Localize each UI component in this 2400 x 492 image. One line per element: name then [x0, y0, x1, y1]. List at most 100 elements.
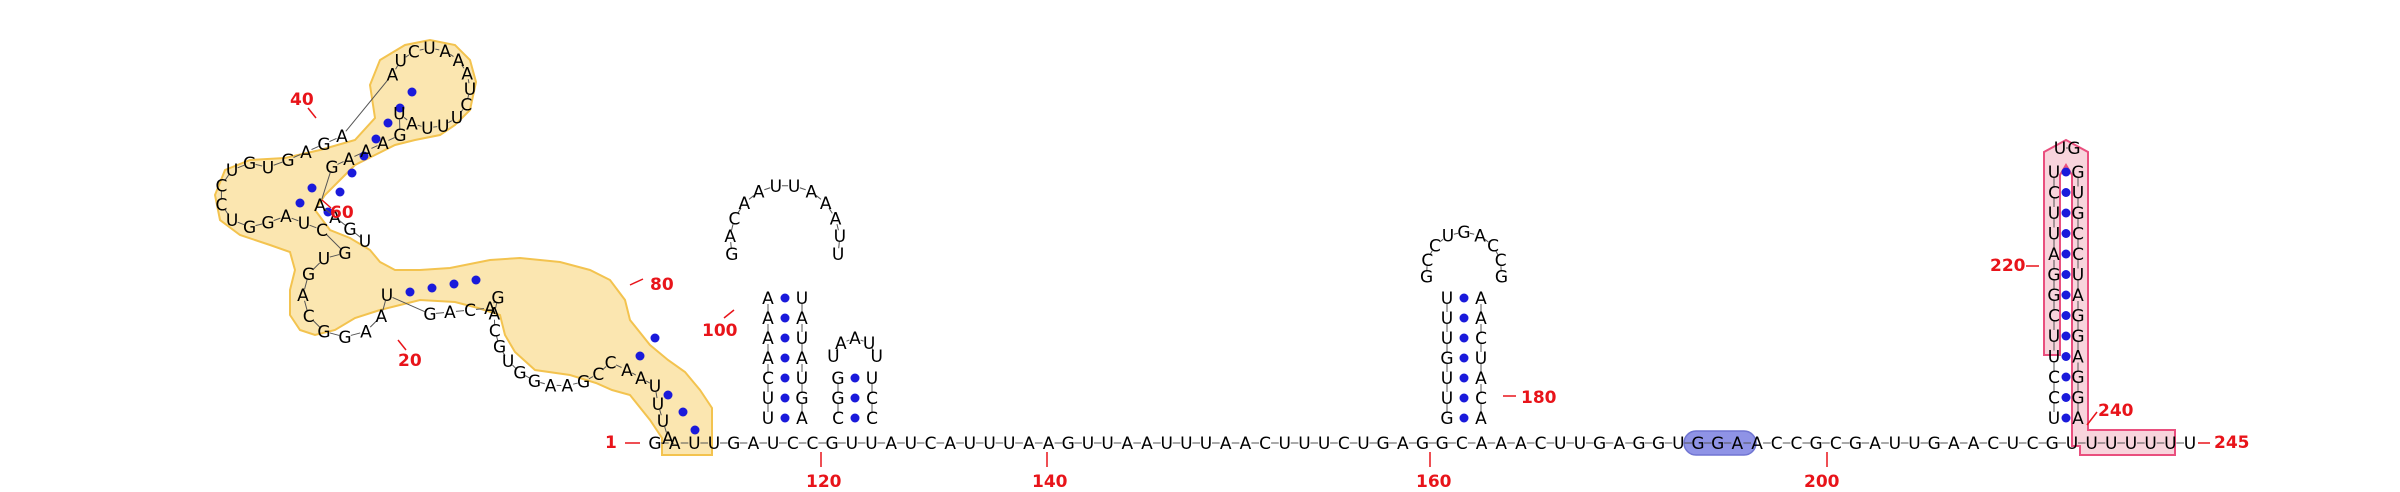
stem-nucleotide: G	[1440, 349, 1453, 369]
base-pair-dot	[2061, 249, 2071, 259]
backbone-link	[460, 109, 464, 114]
base-pair-dot	[1459, 313, 1469, 323]
stem-nucleotide: C	[1475, 389, 1487, 409]
baseline-nucleotide: A	[748, 434, 760, 454]
upper-domain-nucleotide: A	[561, 377, 573, 397]
backbone-link	[496, 336, 499, 341]
backbone-link	[304, 300, 308, 311]
loop-nucleotide: C	[1421, 251, 1433, 271]
baseline-nucleotide: U	[2007, 434, 2019, 454]
loop-nucleotide: A	[835, 334, 847, 354]
upper-domain-nucleotide: U	[421, 119, 433, 139]
stem-nucleotide: U	[796, 369, 808, 389]
backbone-link	[737, 207, 742, 214]
backbone-link	[237, 164, 245, 169]
stem-nucleotide: U	[1441, 389, 1453, 409]
base-pair-dot	[780, 353, 790, 363]
backbone-link	[524, 375, 530, 379]
backbone-link	[337, 161, 344, 165]
baseline-nucleotide: U	[1357, 434, 1369, 454]
stem-nucleotide: A	[762, 289, 774, 309]
backbone-link	[655, 391, 658, 399]
upper-domain-nucleotide: G	[281, 151, 294, 171]
baseline-nucleotide: A	[1968, 434, 1980, 454]
upper-domain-nucleotide: G	[261, 214, 274, 234]
base-pair-dot	[1459, 293, 1469, 303]
base-pair-dot	[780, 373, 790, 383]
baseline-nucleotide: A	[1121, 434, 1133, 454]
terminator-nucleotide: U	[2048, 409, 2060, 429]
baseline-nucleotide: C	[925, 434, 937, 454]
backbone-link	[392, 296, 425, 313]
upper-domain-nucleotide: U	[393, 105, 405, 125]
terminator-nucleotide: G	[2047, 286, 2060, 306]
position-label-100: 100	[702, 321, 738, 341]
backbone-link	[255, 223, 263, 227]
upper-domain-nucleotide: A	[360, 142, 372, 162]
baseline-nucleotide: G	[648, 434, 661, 454]
backbone-link	[403, 117, 408, 121]
upper-domain-nucleotide: G	[317, 135, 330, 155]
position-label-245: 245	[2214, 433, 2250, 453]
backbone-link	[448, 120, 453, 124]
stem-nucleotide: U	[1441, 369, 1453, 389]
terminator-nucleotide: C	[2072, 225, 2084, 245]
loop-nucleotide: U	[770, 177, 782, 197]
upper-domain-nucleotide: A	[329, 208, 341, 228]
terminator-nucleotide: G	[2071, 389, 2084, 409]
upper-domain-nucleotide: C	[316, 221, 328, 241]
baseline-nucleotide: G	[1928, 434, 1941, 454]
terminator-nucleotide: U	[2048, 327, 2060, 347]
stem-nucleotide: A	[1475, 309, 1487, 329]
base-pair-dot	[471, 275, 481, 285]
backbone-link	[325, 233, 342, 250]
terminator-nucleotide: U	[2072, 184, 2084, 204]
base-pair-dot	[295, 198, 305, 208]
base-pair-dot	[850, 413, 860, 423]
terminator-nucleotide: G	[2047, 266, 2060, 286]
upper-domain-nucleotide: A	[336, 127, 348, 147]
loop-nucleotide: A	[738, 194, 750, 214]
base-pair-dot	[383, 118, 393, 128]
baseline-nucleotide: U	[2184, 434, 2196, 454]
backbone-link	[329, 332, 340, 336]
backbone-link	[467, 94, 470, 99]
terminator-nucleotide: C	[2048, 307, 2060, 327]
baseline-nucleotide: U	[1160, 434, 1172, 454]
base-pair-dot	[1459, 413, 1469, 423]
upper-domain-nucleotide: A	[406, 115, 418, 135]
baseline-nucleotide: U	[2125, 434, 2137, 454]
loop-nucleotide: C	[729, 209, 741, 229]
backbone-link	[350, 332, 361, 336]
base-pair-dot	[335, 187, 345, 197]
baseline-nucleotide: U	[708, 434, 720, 454]
baseline-nucleotide: C	[1790, 434, 1802, 454]
loop-nucleotide: A	[849, 329, 861, 349]
baseline-nucleotide: G	[1652, 434, 1665, 454]
upper-domain-nucleotide: G	[513, 364, 526, 384]
base-pair-dot	[650, 333, 660, 343]
baseline-nucleotide: G	[727, 434, 740, 454]
backbone-link	[433, 126, 438, 128]
upper-domain-nucleotide: C	[215, 195, 227, 215]
upper-domain-nucleotide: A	[377, 134, 389, 154]
backbone-link	[1469, 232, 1475, 235]
backbone-link	[540, 381, 545, 385]
upper-domain-nucleotide: U	[502, 352, 514, 372]
upper-domain-nucleotide: U	[359, 232, 371, 252]
baseline-nucleotide: U	[1298, 434, 1310, 454]
backbone-link	[382, 300, 386, 311]
baseline-nucleotide: G	[1416, 434, 1429, 454]
baseline-nucleotide: C	[1830, 434, 1842, 454]
stem-nucleotide: A	[796, 409, 808, 429]
base-pair-dot	[427, 283, 437, 293]
baseline-nucleotide: C	[1456, 434, 1468, 454]
base-pair-dot	[1459, 333, 1469, 343]
backbone-link	[631, 372, 637, 376]
upper-domain-nucleotide: C	[464, 301, 476, 321]
backbone-link	[435, 312, 445, 314]
backbone-link	[1495, 250, 1499, 256]
position-label-240: 240	[2098, 401, 2134, 421]
